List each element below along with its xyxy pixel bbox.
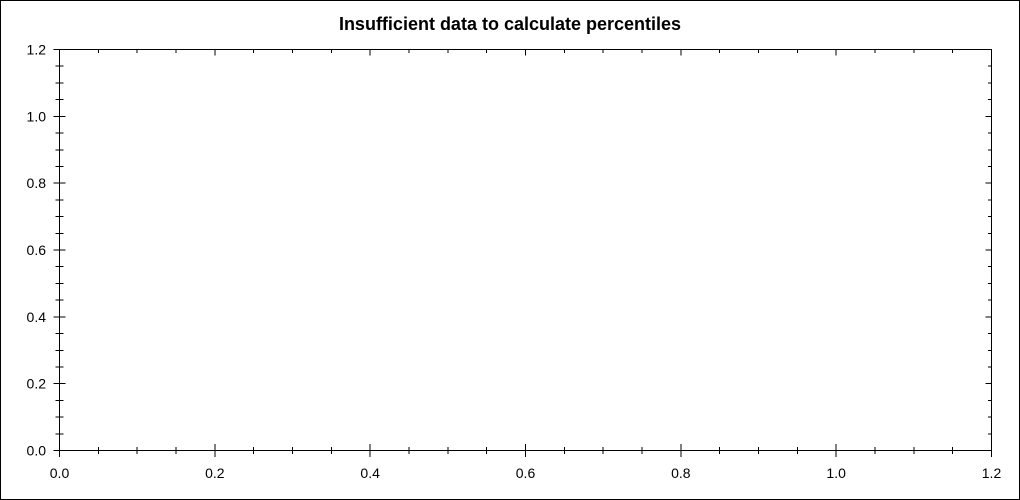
axis-ticks: [53, 49, 992, 457]
chart-title: Insufficient data to calculate percentil…: [338, 14, 682, 34]
x-axis-tick-label: 0.8: [671, 465, 691, 481]
y-axis-tick-label: 0.0: [27, 443, 47, 459]
y-axis-tick-label: 0.8: [27, 175, 47, 191]
y-axis-tick-label: 1.0: [27, 108, 47, 124]
x-axis-tick-label: 0.0: [50, 465, 70, 481]
plot-area: [59, 49, 992, 451]
x-axis-tick-label: 0.6: [516, 465, 536, 481]
y-axis-tick-label: 1.2: [27, 42, 47, 58]
x-axis-tick-label: 0.2: [205, 465, 225, 481]
y-axis-tick-label: 0.4: [27, 309, 47, 325]
y-axis-tick-label: 0.6: [27, 242, 47, 258]
x-axis-tick-label: 1.2: [982, 465, 1002, 481]
x-axis-tick-label: 1.0: [826, 465, 846, 481]
x-axis-tick-label: 0.4: [360, 465, 380, 481]
y-axis-tick-label: 0.2: [27, 376, 47, 392]
